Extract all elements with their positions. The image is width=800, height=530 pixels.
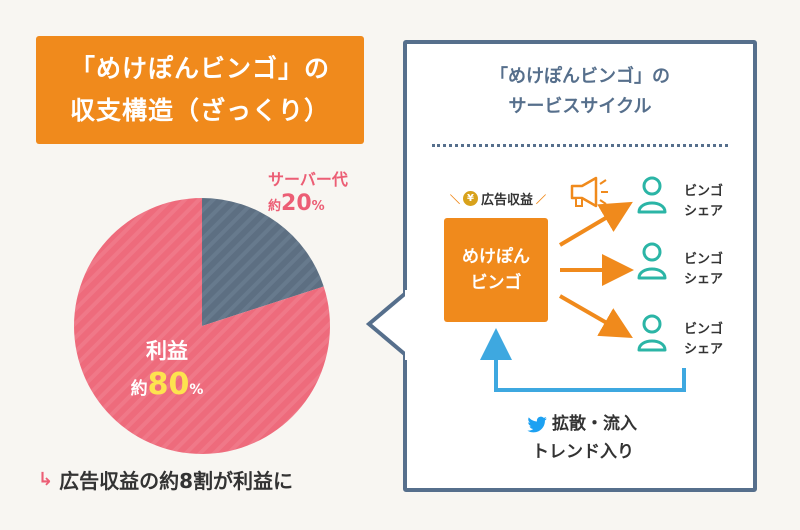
share-label-3: ビンゴ シェア [684,320,723,360]
ad-revenue-label: 広告収益 [481,193,534,208]
sparkle-left-icon: ＼ [450,195,460,206]
spread-label: 拡散・流入 トレンド入り [530,410,690,466]
ad-revenue-badge: ＼ ¥ 広告収益 ／ [450,189,546,208]
server-cost-unit: % [311,199,325,214]
speech-bubble-tail [365,290,409,360]
pie-slice-server-cost [202,198,324,326]
dotted-divider [432,144,728,147]
share-line-1: ビンゴ [684,252,724,267]
cycle-title: 「めけぽんビンゴ」の サービスサイクル [403,62,757,122]
share-line-2: シェア [684,272,724,287]
profit-prefix: 約 [130,379,148,399]
share-line-2: シェア [684,342,724,357]
spread-line-1: 拡散・流入 [552,414,637,434]
server-cost-name: サーバー代 [268,170,348,189]
sparkle-right-icon: ／ [536,195,547,206]
note-text: 広告収益の約8割が利益に [59,469,294,493]
app-name-line-2: ビンゴ [470,273,522,293]
server-cost-prefix: 約 [268,199,282,214]
title-box: 「めけぽんビンゴ」の 収支構造（ざっくり） [36,36,364,144]
profit-unit: % [189,382,204,398]
profit-name: 利益 [146,339,188,363]
share-label-1: ビンゴ シェア [684,182,723,222]
cycle-title-line-1: 「めけぽんビンゴ」の [490,66,670,87]
server-cost-value: 20 [281,191,312,216]
share-line-1: ビンゴ [684,322,724,337]
cycle-title-line-2: サービスサイクル [508,96,652,117]
pie-slice-profit [73,198,331,454]
profit-value: 80 [147,367,190,402]
app-box: めけぽん ビンゴ [444,218,548,322]
yen-icon: ¥ [463,191,478,206]
share-line-1: ビンゴ [684,184,724,199]
profit-label: 利益 約80% [112,336,222,409]
corner-arrow-icon: ↳ [38,469,54,490]
title-line-2: 収支構造（ざっくり） [69,96,330,125]
spread-line-2: トレンド入り [532,442,634,462]
share-label-2: ビンゴ シェア [684,250,723,290]
server-cost-label: サーバー代 約20% [268,168,378,219]
app-name-line-1: めけぽん [462,247,530,267]
title-line-1: 「めけぽんビンゴ」の [69,54,330,83]
note: ↳ 広告収益の約8割が利益に [38,465,293,494]
share-line-2: シェア [684,204,724,219]
pie-chart [73,198,331,454]
